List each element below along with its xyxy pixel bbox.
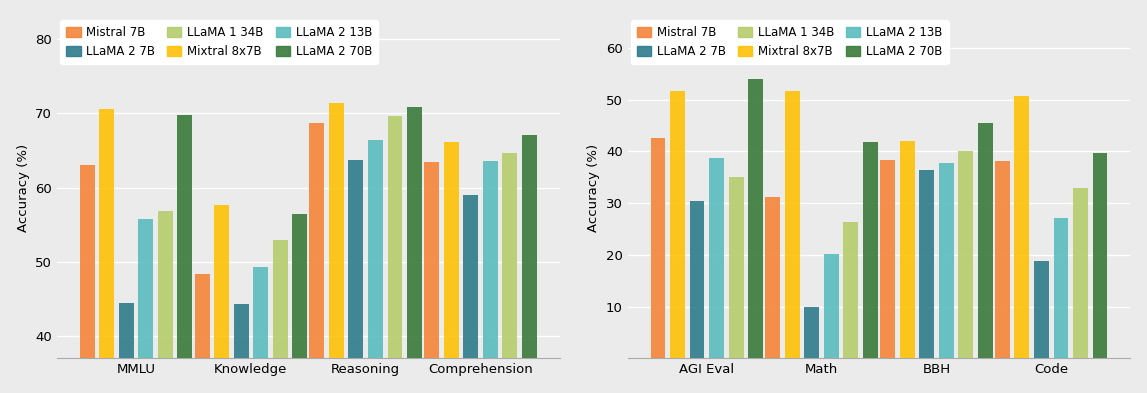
Bar [368,140,383,393]
Bar [273,241,288,393]
Bar [483,161,498,393]
Bar [463,195,478,393]
Bar [670,91,685,358]
Bar [502,152,517,393]
Bar [1014,96,1029,358]
Bar [958,151,973,358]
Bar [234,304,249,393]
Bar [1074,187,1089,358]
Bar [444,142,459,393]
Bar [80,165,95,393]
Bar [522,135,537,393]
Bar [880,160,895,358]
Bar [1054,218,1069,358]
Bar [100,109,115,393]
Bar [310,123,325,393]
Bar [765,197,780,358]
Bar [919,170,934,358]
Bar [139,219,154,393]
Legend: Mistral 7B, LLaMA 2 7B, LLaMA 1 34B, Mixtral 8x7B, LLaMA 2 13B, LLaMA 2 70B: Mistral 7B, LLaMA 2 7B, LLaMA 1 34B, Mix… [631,20,949,64]
Bar [938,163,953,358]
Bar [214,205,229,393]
Bar [388,116,403,393]
Bar [1093,153,1108,358]
Bar [709,158,724,358]
Bar [349,160,364,393]
Bar [195,274,210,393]
Bar [178,115,193,393]
Bar [407,107,422,393]
Bar [899,141,914,358]
Bar [158,211,173,393]
Bar [329,103,344,393]
Bar [804,307,819,358]
Bar [424,162,439,393]
Bar [863,142,877,358]
Y-axis label: Accuracy (%): Accuracy (%) [587,143,600,231]
Bar [1033,261,1048,358]
Legend: Mistral 7B, LLaMA 2 7B, LLaMA 1 34B, Mixtral 8x7B, LLaMA 2 13B, LLaMA 2 70B: Mistral 7B, LLaMA 2 7B, LLaMA 1 34B, Mix… [61,20,377,64]
Bar [824,254,838,358]
Bar [253,267,268,393]
Bar [843,222,858,358]
Bar [650,138,665,358]
Bar [748,79,763,358]
Bar [119,303,134,393]
Bar [292,213,307,393]
Bar [994,161,1009,358]
Bar [977,123,992,358]
Y-axis label: Accuracy (%): Accuracy (%) [17,143,30,231]
Bar [785,91,799,358]
Bar [689,200,704,358]
Bar [728,177,743,358]
